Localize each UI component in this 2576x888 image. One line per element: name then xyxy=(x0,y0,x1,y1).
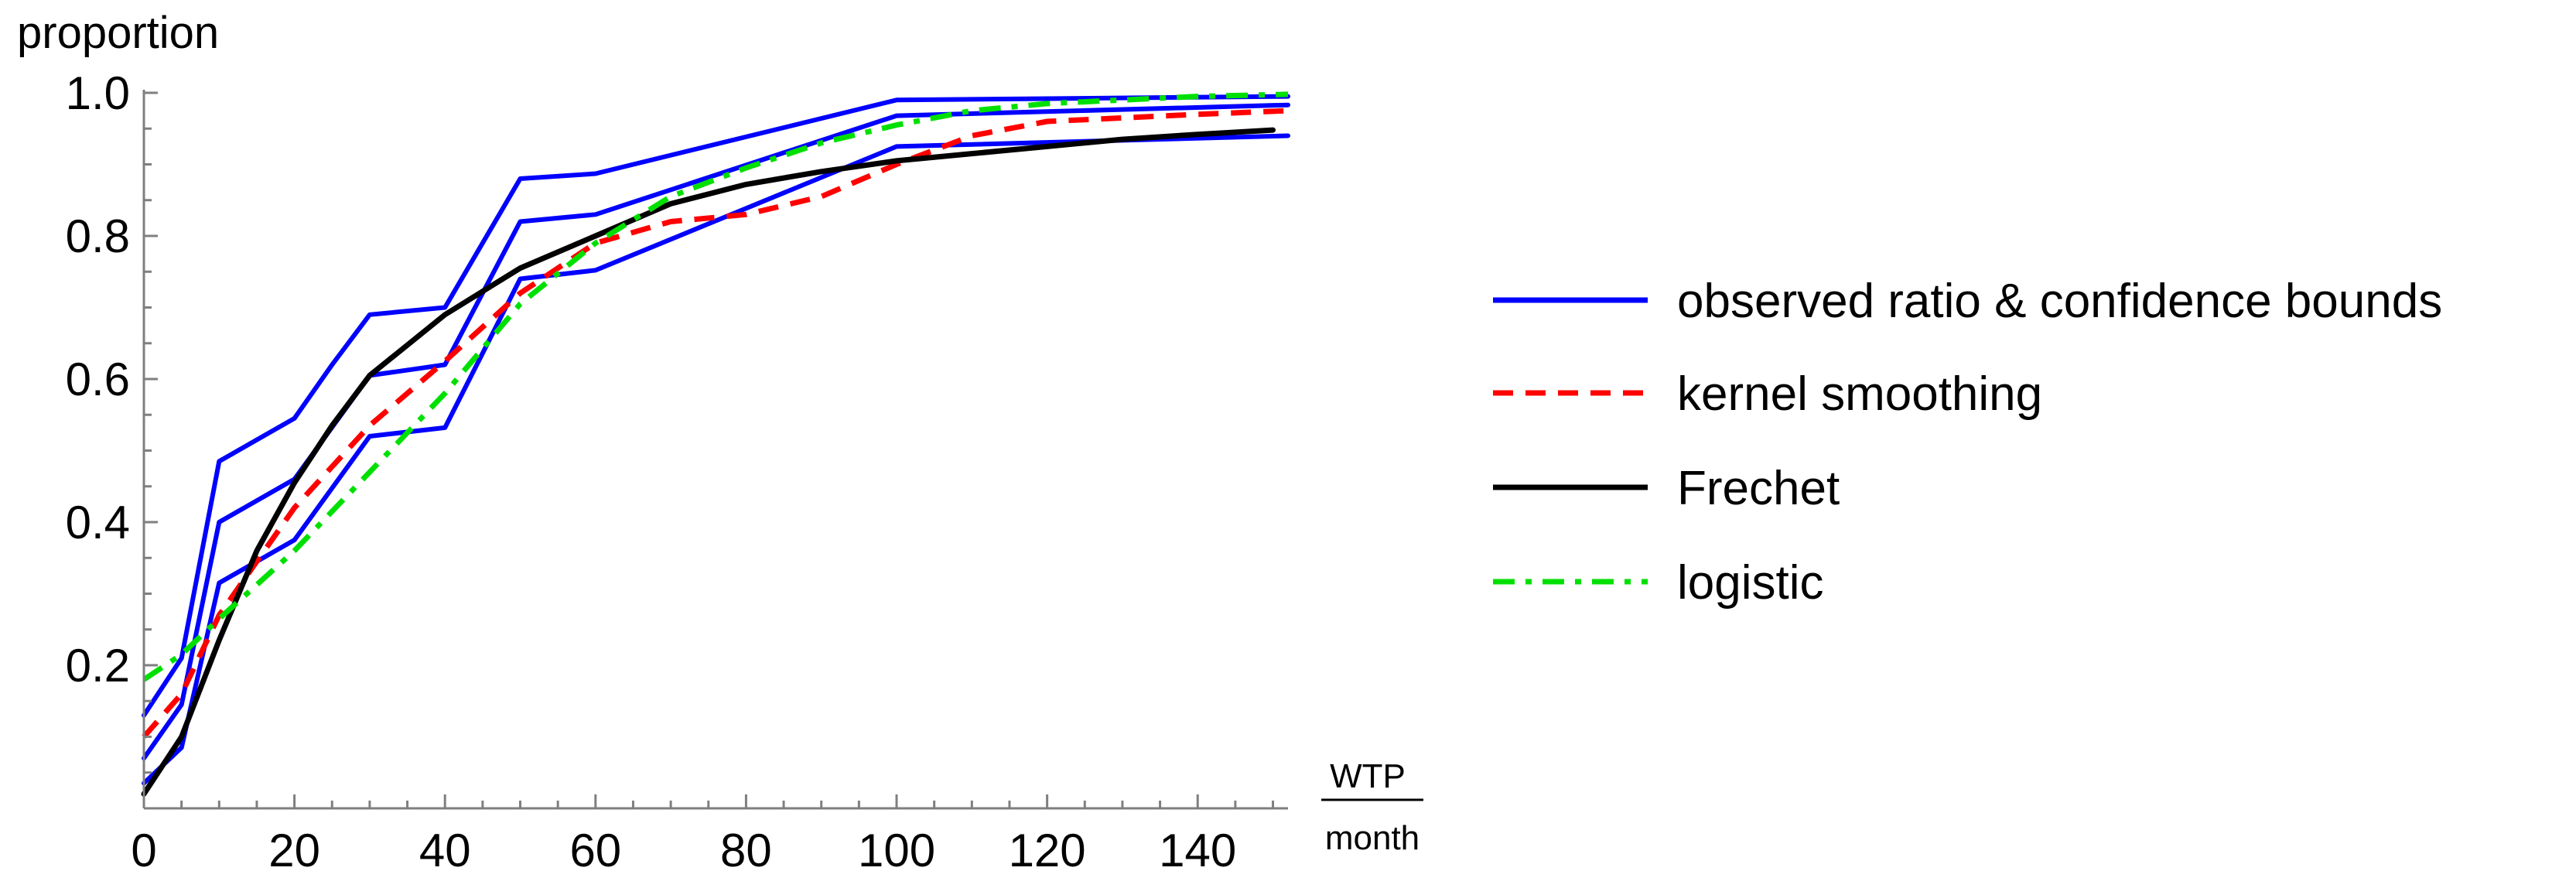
series-line-frechet xyxy=(141,127,1276,797)
y-axis-title: proportion xyxy=(17,8,219,58)
y-tick-label: 0.2 xyxy=(66,640,130,692)
x-tick-label: 80 xyxy=(720,825,772,876)
series-line-observed-ratio xyxy=(142,102,1290,761)
legend-item-observed: observed ratio & confidence bounds xyxy=(1493,275,2442,328)
legend-item-kernel: kernel smoothing xyxy=(1493,367,2042,421)
y-tick-label: 1.0 xyxy=(66,67,130,119)
x-tick-label: 60 xyxy=(569,825,621,876)
legend-label-logistic: logistic xyxy=(1677,556,1824,610)
legend-item-frechet: Frechet xyxy=(1493,462,1840,515)
x-tick-label: 40 xyxy=(419,825,471,876)
y-tick-label: 0.6 xyxy=(66,353,130,405)
x-tick-label: 20 xyxy=(268,825,320,876)
axes: 0.2 0.4 0.6 0.8 1.0 0 20 40 60 80 100 120 140 xyxy=(66,67,1288,876)
series-line-observed-upper-bound xyxy=(142,94,1290,718)
plot-series xyxy=(141,91,1290,797)
legend-label-observed: observed ratio & confidence bounds xyxy=(1677,275,2442,328)
x-tick-label: 120 xyxy=(1009,825,1086,876)
legend-item-logistic: logistic xyxy=(1493,556,1824,610)
legend: observed ratio & confidence bounds kerne… xyxy=(1493,275,2442,610)
series-line-kernel-smoothing xyxy=(142,108,1289,739)
x-ticks: 0 20 40 60 80 100 120 140 xyxy=(131,794,1275,876)
x-axis-title-numerator: WTP xyxy=(1330,757,1406,795)
x-tick-label: 140 xyxy=(1159,825,1236,876)
x-axis-title: WTP month xyxy=(1321,757,1423,857)
y-tick-label: 0.4 xyxy=(66,497,130,548)
x-tick-label: 0 xyxy=(131,825,156,876)
legend-label-kernel: kernel smoothing xyxy=(1677,367,2042,421)
x-axis-title-denominator: month xyxy=(1325,819,1420,857)
legend-label-frechet: Frechet xyxy=(1677,462,1840,515)
y-ticks: 0.2 0.4 0.6 0.8 1.0 xyxy=(66,67,158,774)
y-tick-label: 0.8 xyxy=(66,210,130,262)
series-line-observed-lower-bound xyxy=(142,133,1290,786)
x-tick-label: 100 xyxy=(858,825,935,876)
